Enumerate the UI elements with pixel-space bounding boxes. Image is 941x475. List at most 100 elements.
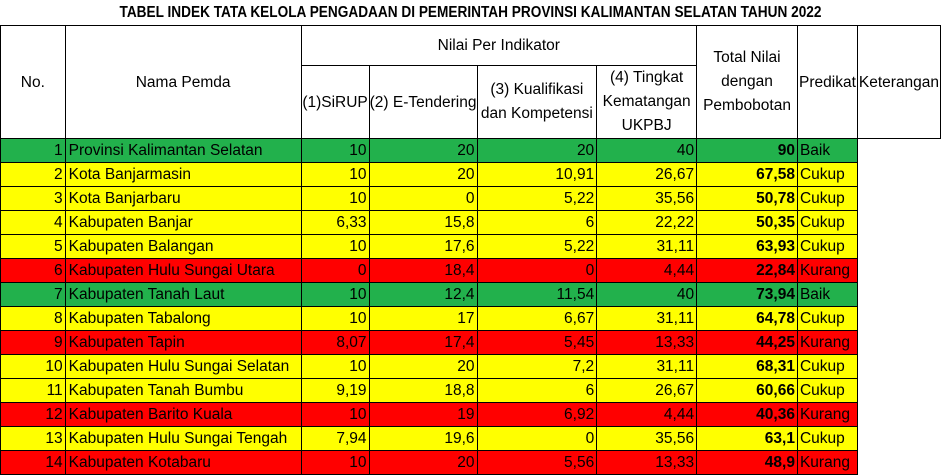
row-kualifikasi: 6,92 (476, 402, 598, 427)
row-keterangan (857, 234, 941, 259)
row-kualifikasi: 11,54 (476, 282, 598, 307)
row-total-nilai: 22,84 (696, 258, 798, 283)
row-kematangan: 31,11 (596, 306, 698, 331)
row-kematangan: 26,67 (596, 162, 698, 187)
row-kematangan: 31,11 (596, 354, 698, 379)
row-nama-pemda: Kabupaten Tabalong (64, 306, 302, 331)
row-kematangan: 35,56 (596, 186, 698, 211)
row-nama-pemda: Provinsi Kalimantan Selatan (64, 138, 302, 163)
row-sirup: 10 (300, 450, 370, 475)
row-predikat: Cukup (796, 186, 858, 211)
row-total-nilai: 73,94 (696, 282, 798, 307)
row-sirup: 6,33 (300, 210, 370, 235)
row-nama-pemda: Kabupaten Banjar (64, 210, 302, 235)
table-row: 14 Kabupaten Kotabaru 10 20 5,56 13,33 48,9 Kur… (0, 450, 941, 475)
row-kematangan: 35,56 (596, 426, 698, 451)
row-nama-pemda: Kabupaten Hulu Sungai Tengah (64, 426, 302, 451)
table-row: 3 Kota Banjarbaru 10 0 5,22 35,56 50,78 Cukup (0, 186, 941, 211)
row-total-nilai: 68,31 (696, 354, 798, 379)
row-keterangan (857, 162, 941, 187)
table-row: 11 Kabupaten Tanah Bumbu 9,19 18,8 6 26,67 60,… (0, 378, 941, 403)
row-number: 11 (0, 378, 66, 403)
row-keterangan (857, 306, 941, 331)
row-sirup: 10 (300, 306, 370, 331)
row-predikat: Cukup (796, 426, 858, 451)
row-keterangan (857, 354, 941, 379)
table-body: 1 Provinsi Kalimantan Selatan 10 20 20 40 90 Ba… (0, 138, 941, 475)
row-nama-pemda: Kabupaten Kotabaru (64, 450, 302, 475)
row-total-nilai: 40,36 (696, 402, 798, 427)
row-total-nilai: 50,78 (696, 186, 798, 211)
row-sirup: 10 (300, 234, 370, 259)
header-total-nilai: Total Nilai dengan Pembobotan (696, 25, 798, 139)
row-kematangan: 31,11 (596, 234, 698, 259)
row-nama-pemda: Kota Banjarmasin (64, 162, 302, 187)
row-sirup: 10 (300, 162, 370, 187)
row-kematangan: 40 (596, 138, 698, 163)
row-e-tendering: 19 (368, 402, 478, 427)
row-predikat: Cukup (796, 234, 858, 259)
table-row: 6 Kabupaten Hulu Sungai Utara 0 18,4 0 4,44 22… (0, 258, 941, 283)
row-nama-pemda: Kabupaten Hulu Sungai Utara (64, 258, 302, 283)
row-number: 10 (0, 354, 66, 379)
row-e-tendering: 17,6 (368, 234, 478, 259)
row-kematangan: 40 (596, 282, 698, 307)
row-e-tendering: 20 (368, 354, 478, 379)
row-keterangan (857, 186, 941, 211)
row-number: 5 (0, 234, 66, 259)
row-number: 6 (0, 258, 66, 283)
row-keterangan (857, 426, 941, 451)
row-predikat: Cukup (796, 354, 858, 379)
row-sirup: 0 (300, 258, 370, 283)
row-kematangan: 13,33 (596, 450, 698, 475)
row-nama-pemda: Kabupaten Barito Kuala (64, 402, 302, 427)
row-predikat: Cukup (796, 162, 858, 187)
row-number: 3 (0, 186, 66, 211)
row-e-tendering: 19,6 (368, 426, 478, 451)
header-nama-pemda: Nama Pemda (64, 25, 302, 139)
row-keterangan (857, 282, 941, 307)
row-number: 2 (0, 162, 66, 187)
row-kematangan: 26,67 (596, 378, 698, 403)
row-keterangan (857, 402, 941, 427)
row-number: 1 (0, 138, 66, 163)
table-row: 4 Kabupaten Banjar 6,33 15,8 6 22,22 50,35 Cuku… (0, 210, 941, 235)
row-sirup: 10 (300, 282, 370, 307)
table-row: 8 Kabupaten Tabalong 10 17 6,67 31,11 64,78 Cuk… (0, 306, 941, 331)
row-number: 4 (0, 210, 66, 235)
row-kualifikasi: 7,2 (476, 354, 598, 379)
row-predikat: Baik (796, 282, 858, 307)
row-sirup: 9,19 (300, 378, 370, 403)
row-kematangan: 22,22 (596, 210, 698, 235)
row-nama-pemda: Kabupaten Balangan (64, 234, 302, 259)
row-predikat: Kurang (796, 402, 858, 427)
table-title: TABEL INDEK TATA KELOLA PENGADAAN DI PEM… (119, 4, 822, 21)
row-keterangan (857, 258, 941, 283)
row-kualifikasi: 5,45 (476, 330, 598, 355)
row-total-nilai: 67,58 (696, 162, 798, 187)
table-row: 2 Kota Banjarmasin 10 20 10,91 26,67 67,58 Cuku… (0, 162, 941, 187)
row-keterangan (857, 450, 941, 475)
row-predikat: Cukup (796, 210, 858, 235)
table-row: 12 Kabupaten Barito Kuala 10 19 6,92 4,44 40,3… (0, 402, 941, 427)
row-total-nilai: 90 (696, 138, 798, 163)
row-kualifikasi: 6 (476, 210, 598, 235)
row-predikat: Baik (796, 138, 858, 163)
row-sirup: 10 (300, 354, 370, 379)
row-total-nilai: 50,35 (696, 210, 798, 235)
row-keterangan (857, 330, 941, 355)
table-row: 10 Kabupaten Hulu Sungai Selatan 10 20 7,2 31… (0, 354, 941, 379)
header-e-tendering: (2) E-Tendering (368, 65, 478, 139)
row-nama-pemda: Kabupaten Tapin (64, 330, 302, 355)
row-sirup: 10 (300, 138, 370, 163)
row-keterangan (857, 378, 941, 403)
row-keterangan (857, 210, 941, 235)
header-kematangan-ukpbj: (4) Tingkat Kematangan UKPBJ (596, 65, 698, 139)
row-number: 12 (0, 402, 66, 427)
row-kualifikasi: 0 (476, 426, 598, 451)
row-nama-pemda: Kabupaten Tanah Laut (64, 282, 302, 307)
row-kualifikasi: 0 (476, 258, 598, 283)
row-e-tendering: 17,4 (368, 330, 478, 355)
row-number: 7 (0, 282, 66, 307)
row-kualifikasi: 5,56 (476, 450, 598, 475)
